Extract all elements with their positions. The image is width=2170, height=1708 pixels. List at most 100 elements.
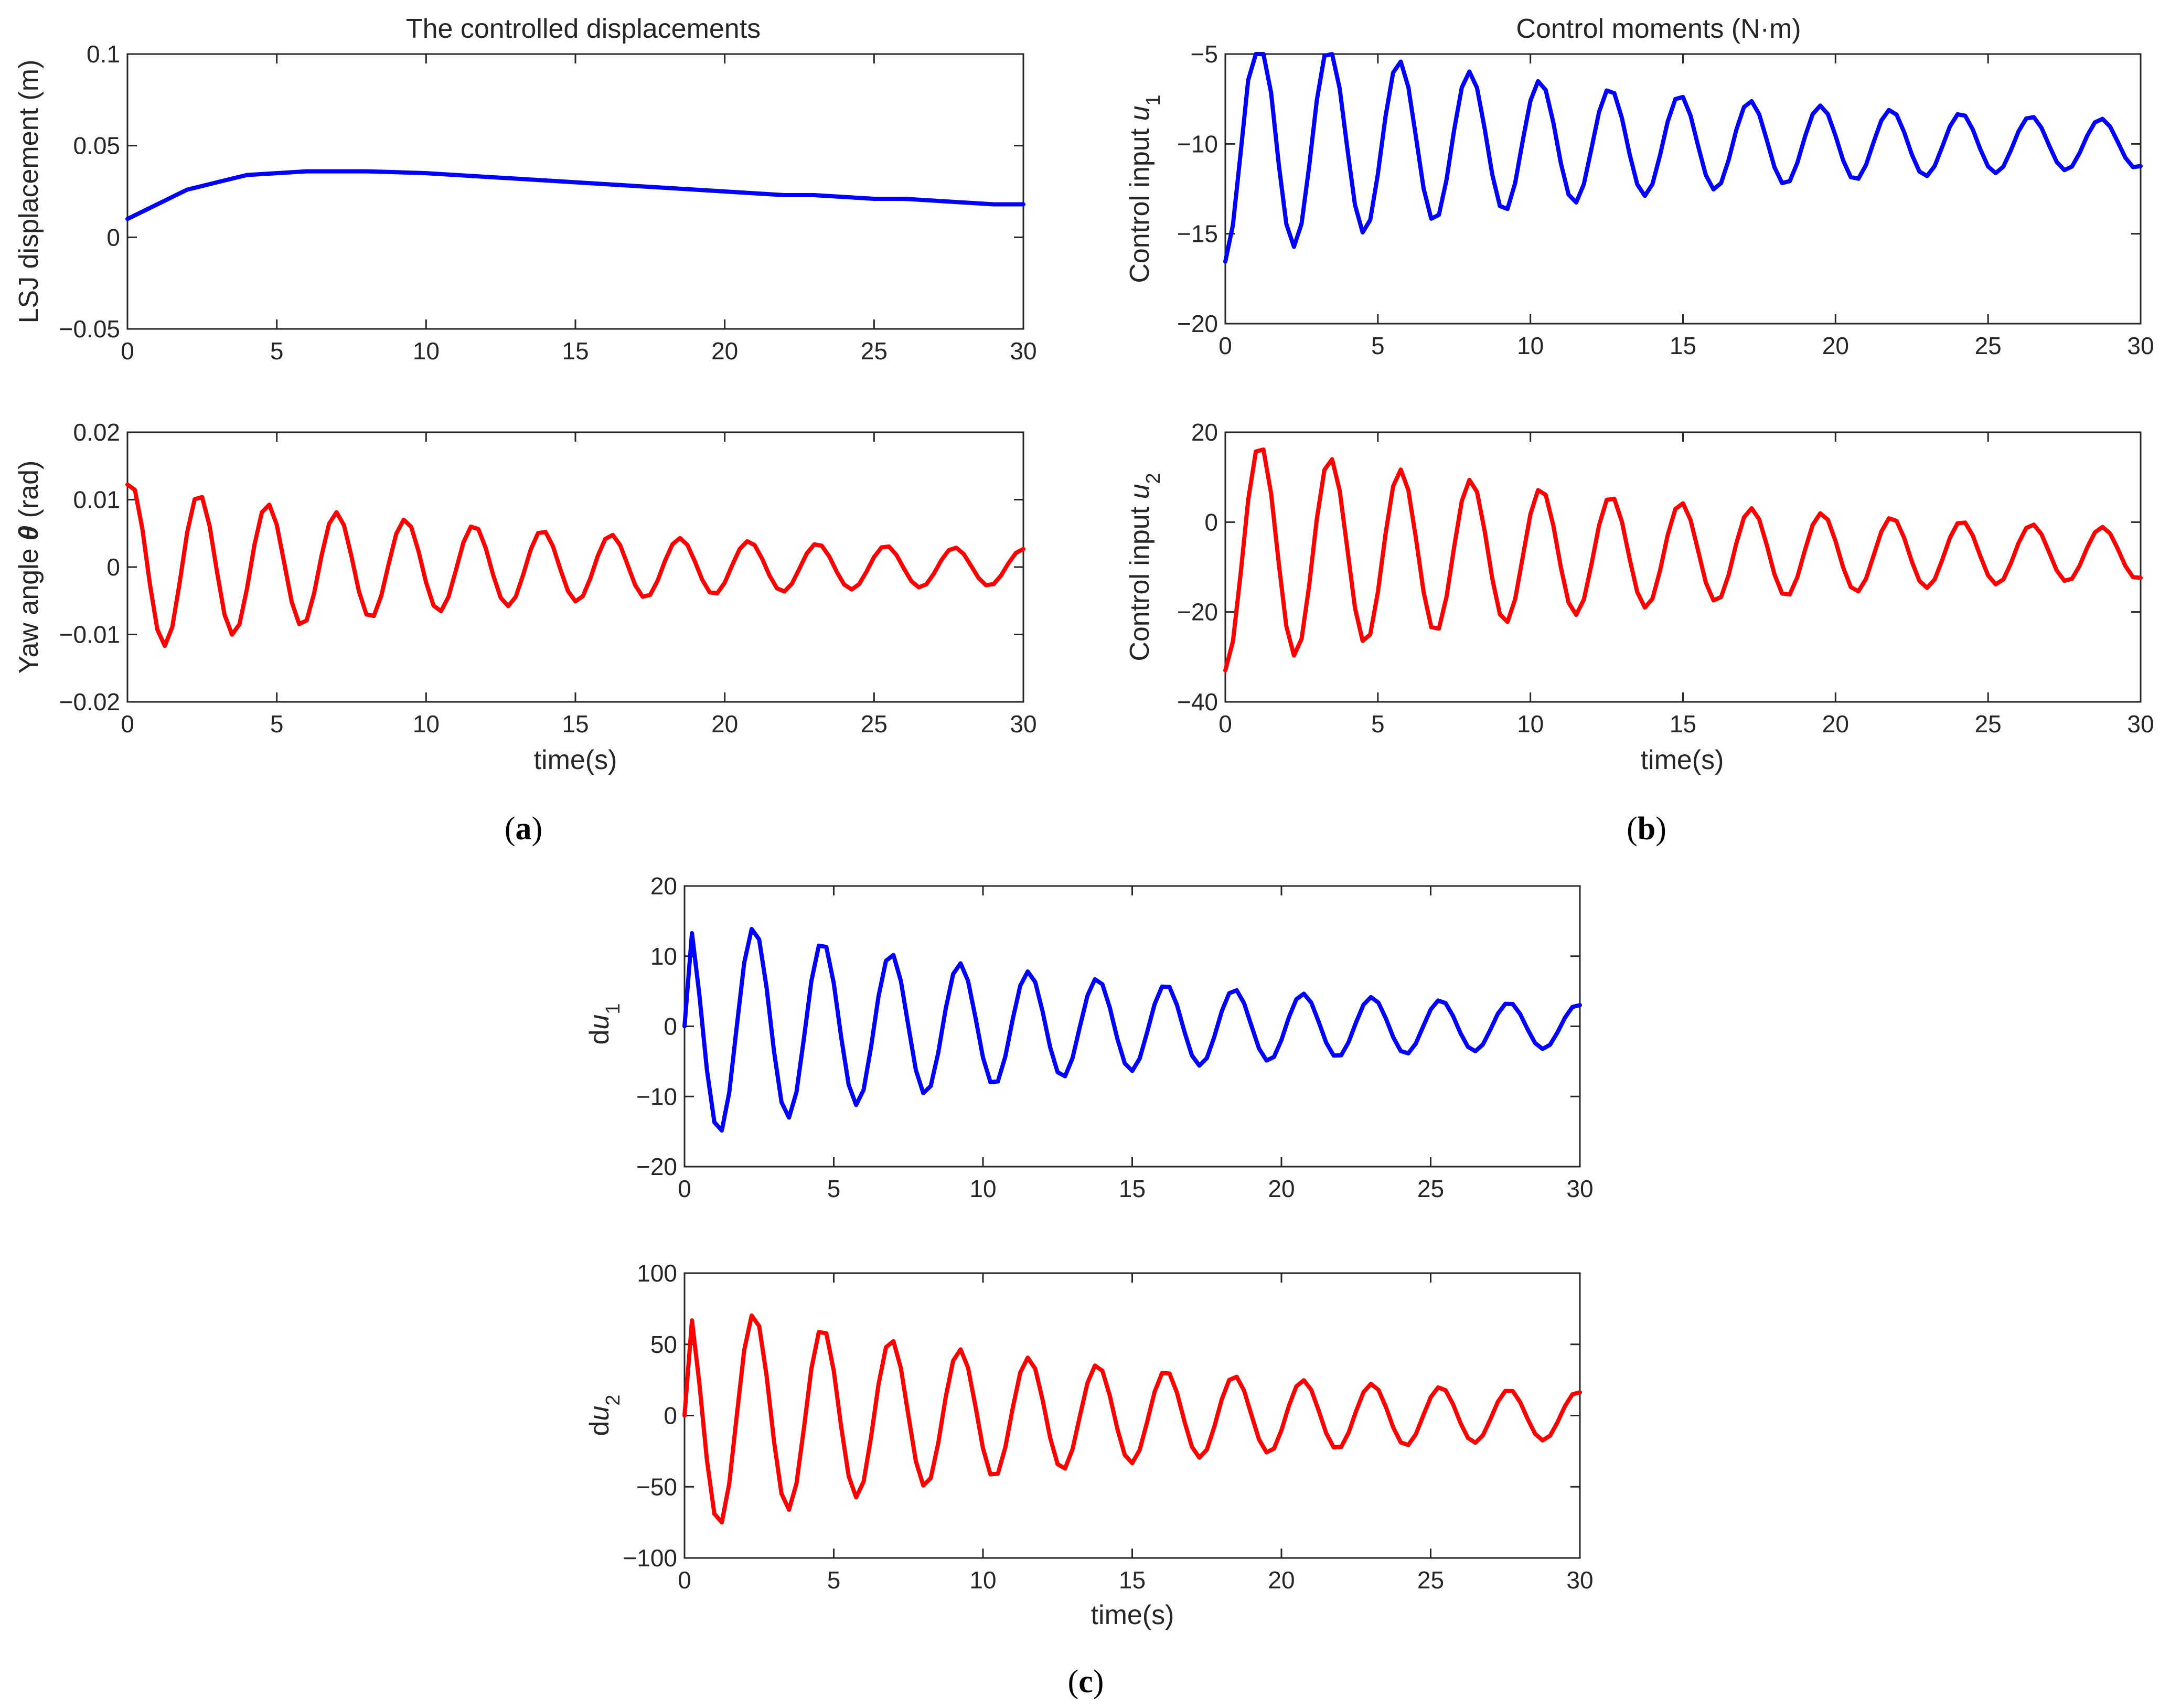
x-tick-label-b2-4: 20 — [1822, 710, 1849, 738]
y-tick-label-c2-1: −50 — [636, 1473, 677, 1500]
x-tick-label-a2-5: 25 — [861, 710, 888, 738]
ylabel-a1: LSJ displacement (m) — [14, 60, 44, 324]
y-tick-label-b2-3: 20 — [1191, 419, 1218, 446]
x-tick-label-c1-4: 20 — [1268, 1175, 1295, 1202]
y-tick-label-b1-0: −20 — [1177, 310, 1218, 337]
y-tick-label-c1-0: −20 — [636, 1153, 677, 1180]
x-tick-label-c1-6: 30 — [1566, 1175, 1593, 1202]
x-tick-label-a2-1: 5 — [270, 710, 284, 738]
x-tick-label-b2-1: 5 — [1371, 710, 1385, 738]
x-tick-label-c2-0: 0 — [678, 1566, 691, 1594]
x-tick-label-a1-2: 10 — [413, 337, 440, 365]
x-tick-label-c2-6: 30 — [1566, 1566, 1593, 1594]
x-tick-label-c2-5: 25 — [1417, 1566, 1444, 1594]
x-tick-label-b2-0: 0 — [1218, 710, 1232, 738]
y-tick-label-c2-4: 100 — [637, 1259, 677, 1287]
axes-box-a2 — [126, 431, 1024, 703]
axes-box-c1 — [683, 885, 1581, 1168]
x-tick-label-b2-6: 30 — [2127, 710, 2154, 738]
x-tick-label-a2-2: 10 — [413, 710, 440, 738]
panel-label-c: (c) — [1068, 1664, 1104, 1700]
series-line-b2-0 — [1223, 447, 2143, 672]
x-tick-label-b1-0: 0 — [1218, 332, 1232, 359]
y-tick-label-c1-4: 20 — [650, 872, 677, 900]
y-tick-label-a1-0: −0.05 — [59, 315, 120, 343]
axes-c2: 0 5 10 15 20 25 30 −100 −50 0 50 100 — [623, 1259, 1593, 1594]
y-tick-label-a2-0: −0.02 — [59, 688, 120, 716]
x-tick-label-a1-1: 5 — [270, 337, 284, 365]
series-line-c2-0 — [682, 1313, 1582, 1525]
plot-title-a: The controlled displacements — [406, 14, 761, 44]
xlabel-c2: time(s) — [1091, 1600, 1174, 1630]
series-line-a1-0 — [125, 169, 1025, 221]
xlabel-a2: time(s) — [534, 745, 617, 775]
y-tick-label-c2-2: 0 — [664, 1402, 677, 1429]
axes-box-b2 — [1224, 431, 2142, 703]
x-tick-label-c2-4: 20 — [1268, 1566, 1295, 1594]
x-tick-label-a1-3: 15 — [562, 337, 589, 365]
x-tick-label-a2-0: 0 — [121, 710, 134, 738]
series-line-c1-0 — [682, 927, 1582, 1133]
x-tick-label-b1-6: 30 — [2127, 332, 2154, 359]
x-tick-label-b1-4: 20 — [1822, 332, 1849, 359]
ylabel-b1: Control input u1 — [1125, 94, 1164, 283]
y-tick-label-a1-2: 0.05 — [73, 132, 120, 159]
y-tick-label-a2-3: 0.01 — [73, 486, 120, 514]
series-line-a2-0 — [125, 482, 1025, 648]
x-tick-label-b2-2: 10 — [1517, 710, 1544, 738]
x-tick-label-a1-4: 20 — [711, 337, 738, 365]
panel-a: The controlled displacements 0 5 10 15 20 25 3… — [14, 14, 1037, 847]
x-tick-label-b1-1: 5 — [1371, 332, 1385, 359]
y-tick-label-b2-2: 0 — [1204, 508, 1218, 536]
x-tick-label-a2-4: 20 — [711, 710, 738, 738]
x-tick-label-a1-5: 25 — [861, 337, 888, 365]
ylabel-c1: du1 — [584, 1004, 624, 1045]
x-tick-label-c1-3: 15 — [1119, 1175, 1146, 1202]
plot-title-b: Control moments (N·m) — [1516, 14, 1801, 44]
axes-b2: 0 5 10 15 20 25 30 −40 −20 0 20 — [1177, 419, 2154, 738]
panel-c: 0 5 10 15 20 25 30 −20 −10 0 10 20 0 5 10 15 20 25 30 −10 0… — [584, 872, 1594, 1700]
panel-label-b: (b) — [1627, 811, 1666, 847]
x-tick-label-c1-2: 10 — [969, 1175, 996, 1202]
axes-box-a1 — [126, 53, 1024, 330]
x-tick-label-a1-0: 0 — [121, 337, 134, 365]
x-tick-label-b1-5: 25 — [1975, 332, 2002, 359]
series-line-b1-0 — [1223, 52, 2143, 264]
x-tick-label-c1-1: 5 — [827, 1175, 841, 1202]
y-tick-label-c1-2: 0 — [664, 1013, 677, 1040]
x-tick-label-b2-5: 25 — [1975, 710, 2002, 738]
axes-c1: 0 5 10 15 20 25 30 −20 −10 0 10 20 — [636, 872, 1594, 1202]
y-tick-label-a2-4: 0.02 — [73, 419, 120, 446]
xlabel-b2: time(s) — [1641, 745, 1724, 775]
x-tick-label-b2-3: 15 — [1670, 710, 1696, 738]
x-tick-label-a1-6: 30 — [1010, 337, 1036, 365]
y-tick-label-a1-1: 0 — [106, 223, 120, 251]
x-tick-label-c2-2: 10 — [969, 1566, 996, 1594]
x-tick-label-c1-5: 25 — [1417, 1175, 1444, 1202]
y-tick-label-b1-2: −10 — [1177, 130, 1218, 157]
y-tick-label-c1-1: −10 — [636, 1083, 677, 1110]
ylabel-a2: Yaw angle θ (rad) — [14, 461, 44, 674]
ylabel-c2: du2 — [584, 1395, 624, 1436]
axes-a2: 0 5 10 15 20 25 30 −0.02 −0.01 0 0.01 0.02 — [59, 419, 1037, 738]
panel-label-a: (a) — [505, 811, 542, 847]
panel-b: Control moments (N·m) 0 5 10 15 20 25 30 −20 −15… — [1125, 14, 2154, 847]
axes-box-b1 — [1224, 53, 2142, 325]
y-tick-label-c1-3: 10 — [650, 943, 677, 970]
x-tick-label-a2-6: 30 — [1010, 710, 1036, 738]
x-tick-label-c1-0: 0 — [678, 1175, 691, 1202]
y-tick-label-a2-2: 0 — [106, 553, 120, 581]
y-tick-label-a1-3: 0.1 — [87, 40, 120, 68]
y-tick-label-c2-3: 50 — [650, 1331, 677, 1358]
axes-b1: 0 5 10 15 20 25 30 −20 −15 −10 −5 — [1177, 40, 2154, 359]
y-tick-label-b1-3: −5 — [1191, 40, 1218, 68]
x-tick-label-b1-3: 15 — [1670, 332, 1696, 359]
x-tick-label-b1-2: 10 — [1517, 332, 1544, 359]
x-tick-label-c2-1: 5 — [827, 1566, 841, 1594]
ylabel-b2: Control input u2 — [1125, 473, 1164, 661]
y-tick-label-b2-1: −20 — [1177, 599, 1218, 626]
axes-box-c2 — [683, 1272, 1581, 1559]
y-tick-label-a2-1: −0.01 — [59, 621, 120, 648]
